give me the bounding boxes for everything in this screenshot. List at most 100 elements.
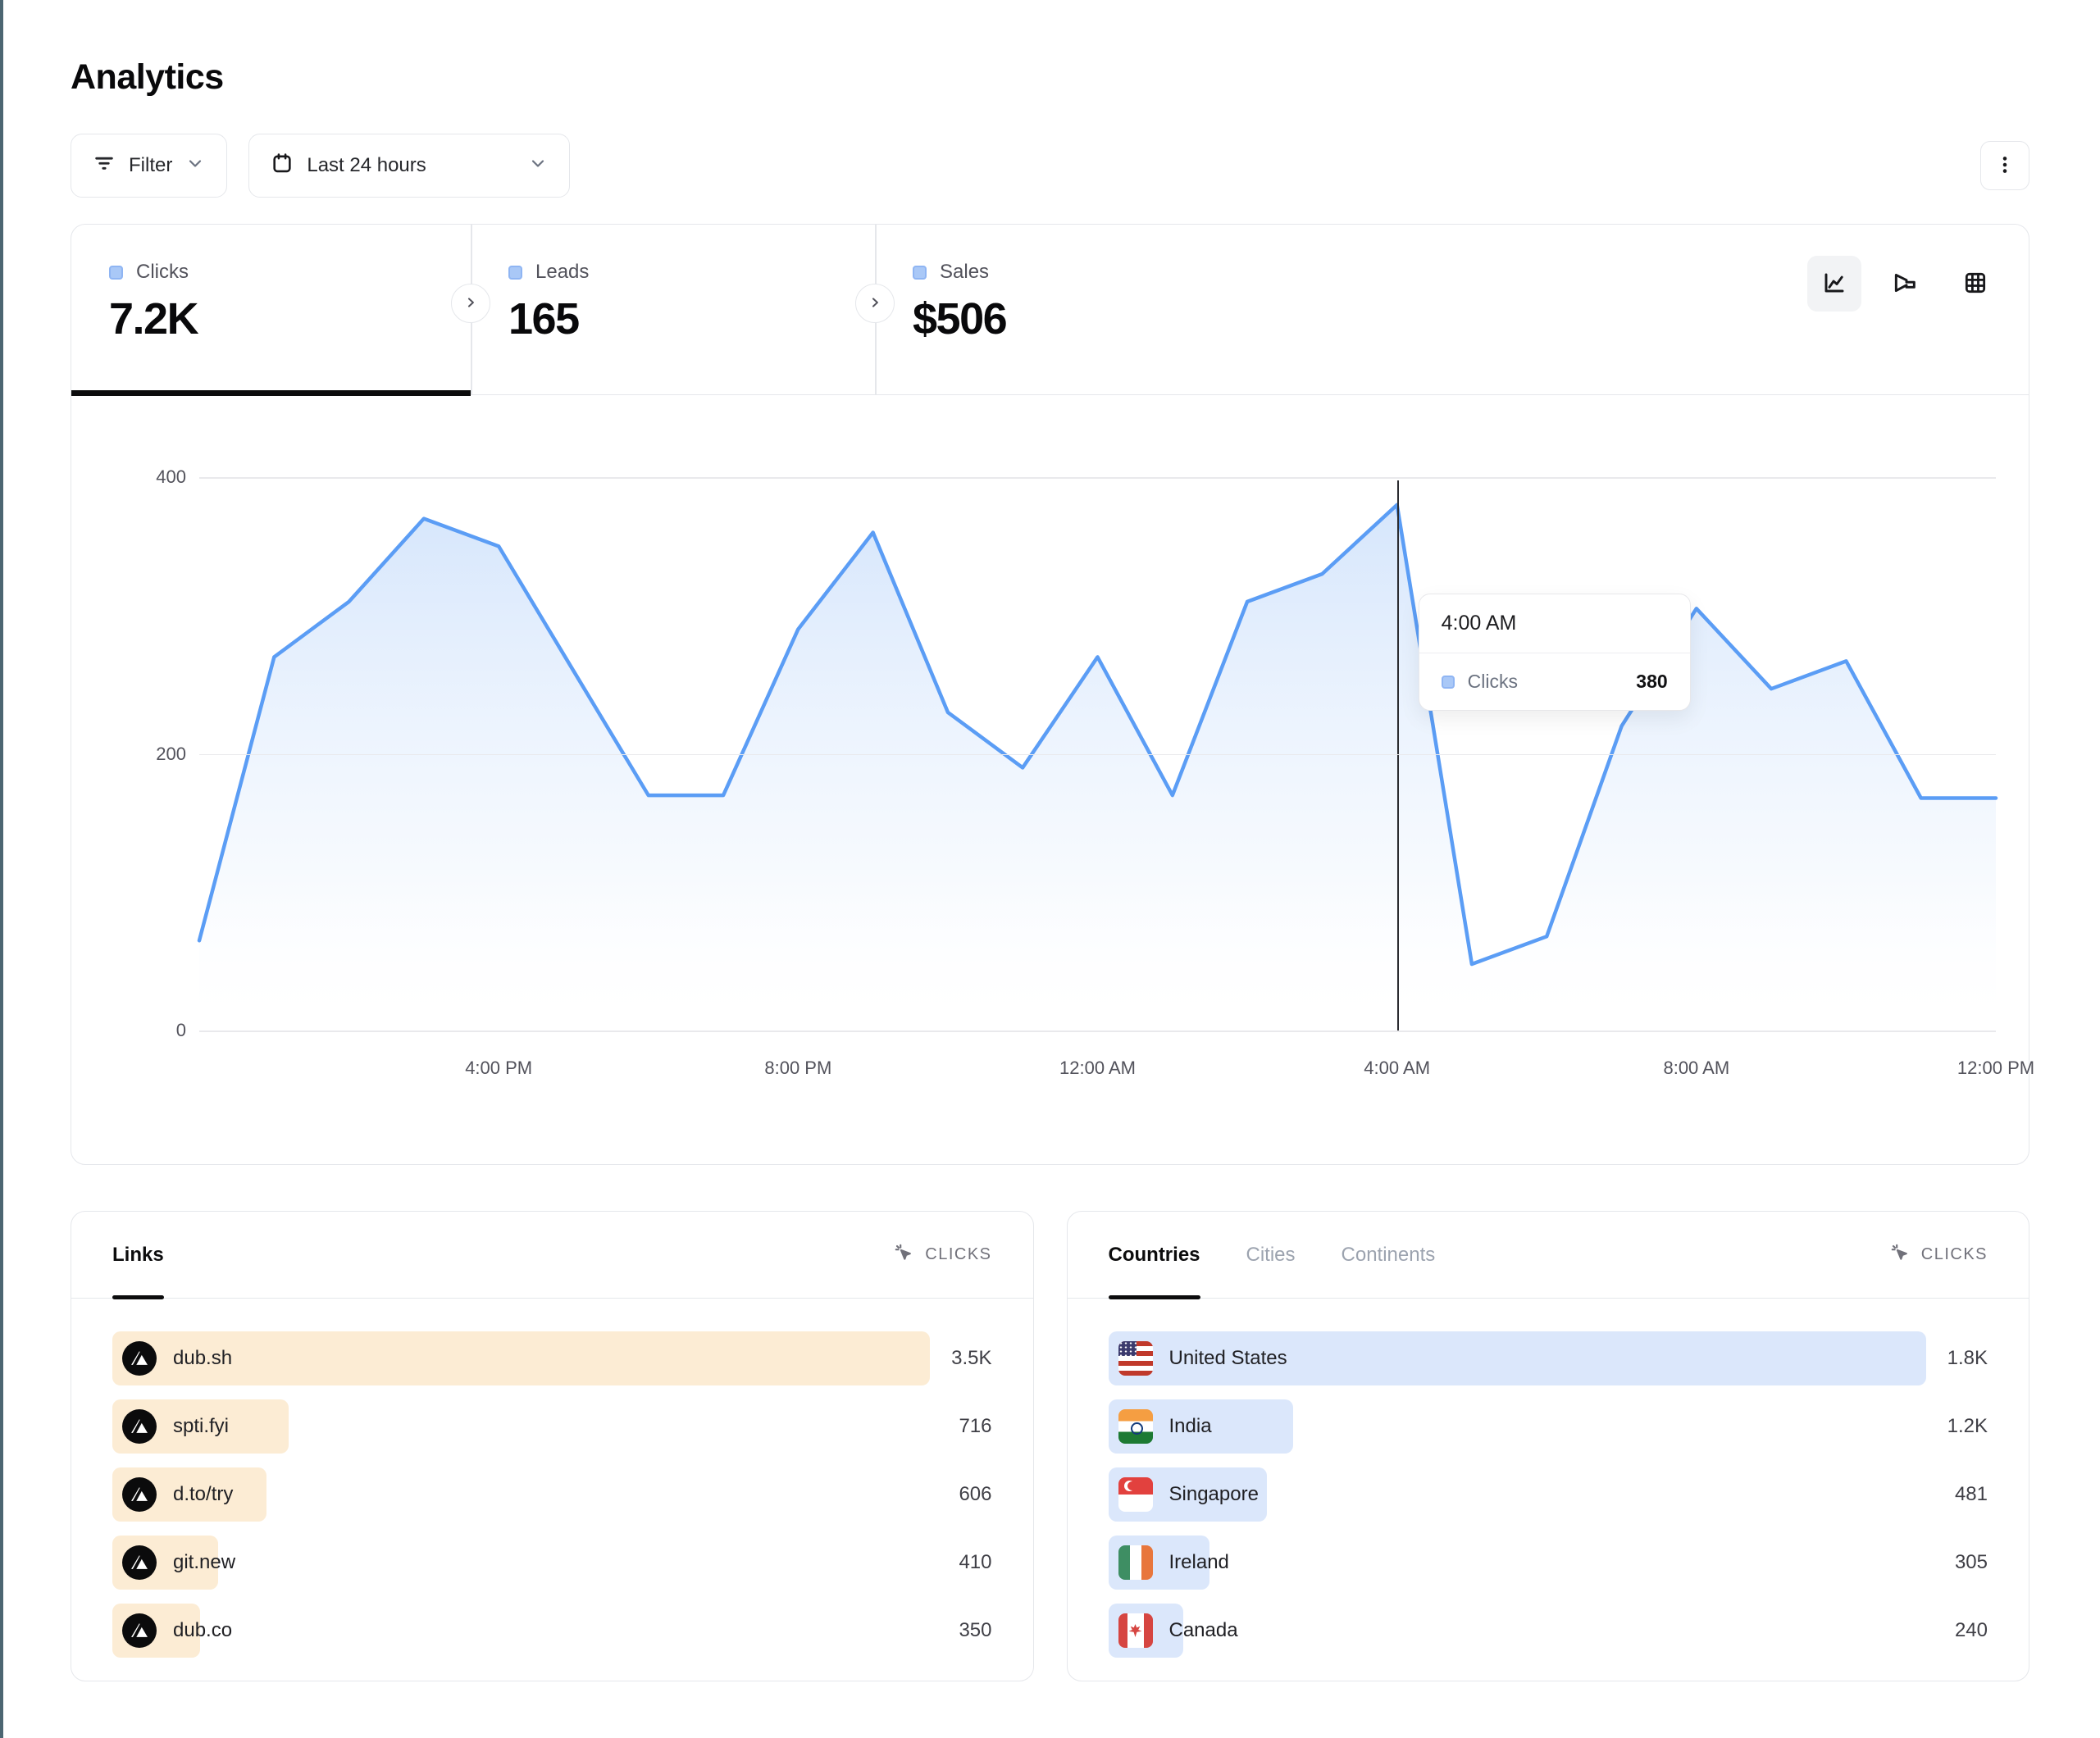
tab-leads[interactable]: Leads 165 (471, 225, 875, 394)
clicks-marker-icon (109, 265, 123, 280)
canada-flag-icon (1118, 1613, 1153, 1648)
filter-icon (93, 152, 116, 180)
links-panel-header: Links CLICKS (71, 1212, 1033, 1299)
x-axis-tick: 12:00 PM (1957, 1058, 2035, 1078)
country-clicks-value: 1.8K (1947, 1347, 1988, 1369)
list-item[interactable]: India 1.2K (1108, 1399, 1988, 1454)
hover-crosshair (1396, 480, 1400, 1031)
singapore-flag-icon (1118, 1477, 1153, 1512)
area-fill (199, 504, 1996, 1031)
link-label: dub.co (173, 1619, 233, 1641)
sales-stat-value: $506 (913, 294, 1008, 344)
calendar-icon (271, 152, 294, 180)
analytics-chart-card: Clicks 7.2K Leads (71, 224, 2034, 1165)
stat-label: Clicks (136, 261, 189, 283)
tab-continents-label: Continents (1341, 1243, 1436, 1266)
list-item[interactable]: Ireland 305 (1108, 1536, 1988, 1590)
links-metric[interactable]: CLICKS (893, 1242, 991, 1268)
leads-stat-value: 165 (508, 294, 580, 344)
tab-cities-label: Cities (1246, 1243, 1296, 1266)
link-label: dub.sh (173, 1347, 233, 1369)
clicks-stat-value: 7.2K (109, 294, 199, 344)
more-options-button[interactable] (1980, 141, 2029, 190)
country-clicks-value: 481 (1954, 1483, 1988, 1505)
clicks-marker-icon (1441, 675, 1455, 689)
filter-button[interactable]: Filter (71, 134, 228, 198)
link-clicks-value: 3.5K (951, 1347, 992, 1369)
link-clicks-value: 350 (959, 1619, 992, 1641)
filter-button-label: Filter (129, 154, 173, 176)
tab-continents[interactable]: Continents (1342, 1212, 1436, 1298)
chevron-down-icon (185, 153, 205, 179)
tooltip-series-label: Clicks (1467, 671, 1518, 692)
clicks-line (199, 505, 1996, 964)
x-axis-tick: 4:00 PM (465, 1058, 533, 1078)
geo-panel-header: Countries Cities Continents (1067, 1212, 2029, 1299)
geo-metric[interactable]: CLICKS (1889, 1242, 1988, 1268)
toolbar: Filter Last 24 hours (71, 134, 2029, 198)
value-bar (112, 1331, 931, 1385)
cursor-click-icon (893, 1242, 914, 1268)
link-clicks-value: 606 (959, 1483, 992, 1505)
tab-cities[interactable]: Cities (1246, 1212, 1296, 1298)
list-item[interactable]: git.new 410 (112, 1536, 992, 1590)
country-label: Singapore (1168, 1483, 1259, 1505)
tab-sales[interactable]: Sales $506 (875, 225, 2029, 394)
area-chart-svg (199, 477, 1996, 1031)
dub-logo-icon (122, 1613, 157, 1648)
date-range-label: Last 24 hours (307, 154, 426, 176)
geo-panel: Countries Cities Continents (1066, 1211, 2029, 1681)
gridline-y-400 (199, 477, 1996, 479)
y-axis-tick: 400 (156, 466, 186, 487)
stats-tabs-row: Clicks 7.2K Leads (71, 225, 2029, 396)
list-item[interactable]: spti.fyi 716 (112, 1399, 992, 1454)
country-label: Ireland (1168, 1551, 1229, 1573)
cursor-click-icon (1889, 1242, 1911, 1268)
tab-countries[interactable]: Countries (1108, 1212, 1200, 1299)
table-grid-icon (1962, 270, 1988, 298)
list-item[interactable]: Canada 240 (1108, 1604, 1988, 1658)
country-label: India (1168, 1415, 1212, 1437)
y-axis-tick: 200 (156, 743, 186, 764)
link-label: d.to/try (173, 1483, 234, 1505)
list-item[interactable]: Singapore 481 (1108, 1467, 1988, 1522)
geo-metric-label: CLICKS (1920, 1245, 1988, 1263)
tab-links-label: Links (112, 1243, 164, 1266)
tooltip-value: 380 (1636, 671, 1668, 692)
x-axis-tick: 4:00 AM (1364, 1058, 1431, 1078)
country-label: United States (1168, 1347, 1287, 1369)
chart-plot[interactable]: 4:00 AM Clicks 380 (199, 477, 1996, 1032)
active-tab-underline (71, 389, 471, 396)
tab-clicks[interactable]: Clicks 7.2K (71, 225, 471, 396)
line-chart-view-button[interactable] (1807, 256, 1861, 312)
dub-logo-icon (122, 1477, 157, 1512)
line-chart-icon (1821, 270, 1847, 298)
clicks-time-series-chart[interactable]: 400 200 0 (71, 395, 2034, 1164)
gridline-y-200 (199, 753, 1996, 755)
list-item[interactable]: dub.co 350 (112, 1604, 992, 1658)
window-edge-strip (0, 0, 3, 1738)
list-item[interactable]: United States 1.8K (1108, 1331, 1988, 1385)
chevron-right-icon (462, 294, 479, 313)
kebab-menu-icon (1994, 154, 2016, 178)
chevron-down-icon (528, 153, 548, 179)
links-list: dub.sh 3.5K spti.fyi 716 (71, 1299, 1033, 1658)
chart-view-toggles (1807, 256, 2002, 312)
funnel-chart-icon (1892, 270, 1918, 298)
chevron-right-icon (867, 294, 883, 313)
tab-links[interactable]: Links (112, 1212, 164, 1299)
list-item[interactable]: dub.sh 3.5K (112, 1331, 992, 1385)
expand-leads-button[interactable] (855, 284, 895, 323)
country-clicks-value: 1.2K (1947, 1415, 1988, 1437)
list-item[interactable]: d.to/try 606 (112, 1467, 992, 1522)
chart-tooltip: 4:00 AM Clicks 380 (1418, 594, 1691, 711)
dub-logo-icon (122, 1341, 157, 1376)
gridline-y-0 (199, 1031, 1996, 1032)
value-bar (1108, 1331, 1926, 1385)
tab-countries-label: Countries (1108, 1243, 1200, 1266)
date-range-button[interactable]: Last 24 hours (248, 134, 571, 198)
funnel-chart-view-button[interactable] (1878, 256, 1932, 312)
expand-clicks-button[interactable] (451, 284, 490, 323)
table-view-button[interactable] (1948, 256, 2002, 312)
sales-marker-icon (913, 265, 927, 280)
